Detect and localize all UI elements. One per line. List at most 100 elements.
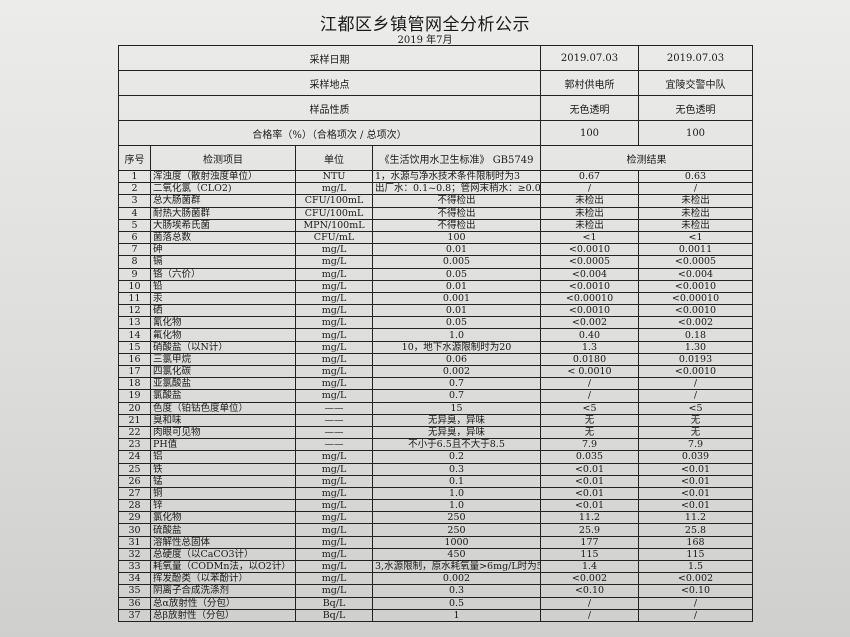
- standard-limit: 0.2: [372, 450, 541, 464]
- unit: mg/L: [295, 523, 373, 537]
- table-row: 9 铬（六价） mg/L 0.05 <0.004 <0.004: [118, 267, 753, 281]
- item-name: 总硬度（以CaCO3计）: [150, 547, 296, 562]
- result-site-1: /: [540, 596, 639, 610]
- item-name: 阴离子合成洗涤剂: [150, 584, 296, 598]
- meta-value: 无色透明: [540, 95, 639, 121]
- result-site-2: <0.01: [638, 474, 753, 488]
- result-site-1: 11.2: [540, 511, 639, 525]
- result-site-1: /: [540, 377, 639, 391]
- standard-limit: 出厂水：0.1~0.8；管网末稍水：≥0.02: [372, 182, 541, 196]
- item-name: 溶解性总固体: [150, 535, 296, 549]
- standard-limit: 不得检出: [372, 218, 541, 232]
- meta-label: 合格率（%）（合格项次 / 总项次）: [118, 120, 541, 146]
- row-no: 33: [118, 559, 151, 574]
- result-site-2: <0.002: [638, 572, 753, 586]
- result-site-2: 0.0011: [638, 243, 753, 257]
- unit: mg/L: [295, 474, 373, 488]
- result-site-1: /: [540, 182, 639, 196]
- item-name: 总β放射性（分包）: [150, 608, 296, 622]
- standard-limit: 不小于6.5且不大于8.5: [372, 438, 541, 452]
- standard-limit: 3,水源限制，原水耗氧量>6mg/L时为5: [372, 559, 541, 574]
- item-name: 硒: [150, 304, 296, 318]
- meta-value: 100: [540, 120, 639, 146]
- row-no: 22: [118, 425, 151, 440]
- item-name: 铜: [150, 486, 296, 501]
- standard-limit: 0.5: [372, 596, 541, 610]
- item-name: 耐热大肠菌群: [150, 206, 296, 220]
- meta-value: 100: [638, 120, 753, 146]
- table-row: 2 二氧化氯（CLO2) mg/L 出厂水：0.1~0.8；管网末稍水：≥0.02//: [118, 182, 753, 196]
- col-no: 序号: [118, 145, 151, 171]
- row-no: 18: [118, 377, 151, 391]
- item-name: 铝: [150, 450, 296, 464]
- row-no: 21: [118, 413, 151, 427]
- sampling-location-row: 采样地点 郭村供电所 宜陵交警中队: [118, 70, 753, 96]
- standard-limit: 0.01: [372, 304, 541, 318]
- result-site-1: <0.004: [540, 267, 639, 281]
- item-name: 铬（六价）: [150, 267, 296, 281]
- standard-limit: 0.001: [372, 291, 541, 306]
- unit: mg/L: [295, 340, 373, 354]
- standard-limit: 无异臭，异味: [372, 413, 541, 427]
- result-site-2: 0.18: [638, 328, 753, 342]
- table-row: 13 氰化物 mg/L 0.05 <0.002 <0.002: [118, 316, 753, 330]
- result-site-2: <0.002: [638, 316, 753, 330]
- column-header-row: 序号 检测项目 单位 《生活饮用水卫生标准》 GB5749 检测结果: [118, 145, 753, 171]
- result-site-1: 未检出: [540, 206, 639, 220]
- result-site-2: <0.0005: [638, 255, 753, 269]
- result-site-1: <0.002: [540, 316, 639, 330]
- row-no: 3: [118, 194, 151, 208]
- unit: mg/L: [295, 511, 373, 525]
- result-site-1: 0.40: [540, 328, 639, 342]
- result-site-2: /: [638, 377, 753, 391]
- table-row: 25 铁 mg/L 0.3 <0.01 <0.01: [118, 462, 753, 476]
- row-no: 27: [118, 486, 151, 501]
- result-site-1: <0.0010: [540, 243, 639, 257]
- result-site-2: <0.004: [638, 267, 753, 281]
- unit: mg/L: [295, 243, 373, 257]
- row-no: 13: [118, 316, 151, 330]
- table-row: 19 氯酸盐 mg/L 0.7//: [118, 389, 753, 403]
- result-site-1: <0.00010: [540, 291, 639, 306]
- row-no: 36: [118, 596, 151, 610]
- unit: mg/L: [295, 255, 373, 269]
- table-row: 14 氟化物 mg/L 1.0 0.40 0.18: [118, 328, 753, 342]
- standard-limit: 15: [372, 401, 541, 415]
- unit: CFU/mL: [295, 230, 373, 245]
- sample-nature-row: 样品性质 无色透明 无色透明: [118, 95, 753, 121]
- item-name: 氯化物: [150, 511, 296, 525]
- table-row: 21 臭和味 —— 无异臭，异味无无: [118, 413, 753, 427]
- result-site-2: <0.00010: [638, 291, 753, 306]
- item-name: 镉: [150, 255, 296, 269]
- table-row: 11 汞 mg/L 0.001 <0.00010 <0.00010: [118, 291, 753, 306]
- result-site-2: 25.8: [638, 523, 753, 537]
- result-site-2: <5: [638, 401, 753, 415]
- row-no: 12: [118, 304, 151, 318]
- meta-value: 宜陵交警中队: [638, 70, 753, 96]
- table-row: 22 肉眼可见物 —— 无异臭，异味无无: [118, 425, 753, 440]
- item-name: 三氯甲烷: [150, 352, 296, 367]
- table-row: 23 PH值 —— 不小于6.5且不大于8.5 7.9 7.9: [118, 438, 753, 452]
- row-no: 23: [118, 438, 151, 452]
- result-site-1: 1.4: [540, 559, 639, 574]
- item-name: 总α放射性（分包）: [150, 596, 296, 610]
- pass-rate-row: 合格率（%）（合格项次 / 总项次） 100 100: [118, 120, 753, 146]
- result-site-2: 7.9: [638, 438, 753, 452]
- item-name: 锰: [150, 474, 296, 488]
- result-site-2: 0.0193: [638, 352, 753, 367]
- standard-limit: 250: [372, 523, 541, 537]
- unit: mg/L: [295, 304, 373, 318]
- row-no: 34: [118, 572, 151, 586]
- item-name: 铁: [150, 462, 296, 476]
- standard-limit: 0.06: [372, 352, 541, 367]
- row-no: 15: [118, 340, 151, 354]
- unit: mg/L: [295, 316, 373, 330]
- table-row: 16 三氯甲烷 mg/L 0.06 0.0180 0.0193: [118, 352, 753, 367]
- standard-limit: 0.01: [372, 243, 541, 257]
- item-name: 硝酸盐（以N计）: [150, 340, 296, 354]
- standard-limit: 0.7: [372, 389, 541, 403]
- unit: CFU/100mL: [295, 194, 373, 208]
- item-name: 挥发酚类（以苯酚计）: [150, 572, 296, 586]
- table-row: 31 溶解性总固体 mg/L 1000 177 168: [118, 535, 753, 549]
- unit: ——: [295, 401, 373, 415]
